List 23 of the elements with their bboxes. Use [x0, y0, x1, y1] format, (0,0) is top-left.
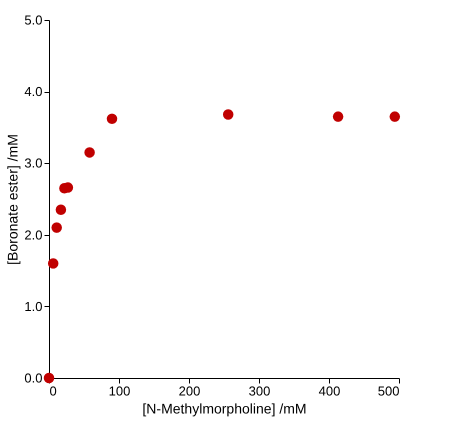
- x-axis-title: [N-Methylmorpholine] /mM: [142, 400, 307, 416]
- point: [390, 111, 400, 122]
- point: [222, 109, 234, 120]
- y-axis-title: [Boronate ester] /mM: [4, 134, 20, 265]
- point: [56, 204, 66, 215]
- y-tick-label: 3.0: [24, 156, 42, 171]
- y-tick-label: 5.0: [24, 12, 42, 28]
- x-tick-label: 300: [248, 384, 270, 398]
- y-tick-label: 2.0: [24, 227, 42, 242]
- y-tick-label: 0.0: [24, 370, 42, 386]
- y-tick-label: 4.0: [24, 84, 42, 100]
- x-tick-label: 100: [108, 384, 130, 398]
- point: [106, 114, 118, 124]
- point: [48, 258, 58, 269]
- x-tick-label: 200: [178, 384, 200, 398]
- point: [84, 147, 95, 158]
- x-tick-label: 0: [50, 384, 57, 398]
- x-tick-label: 400: [318, 384, 340, 398]
- y-tick-label: 1.0: [24, 298, 42, 314]
- point: [332, 111, 344, 122]
- point: [51, 222, 62, 233]
- x-tick-label: 500: [378, 384, 400, 398]
- point: [44, 372, 54, 384]
